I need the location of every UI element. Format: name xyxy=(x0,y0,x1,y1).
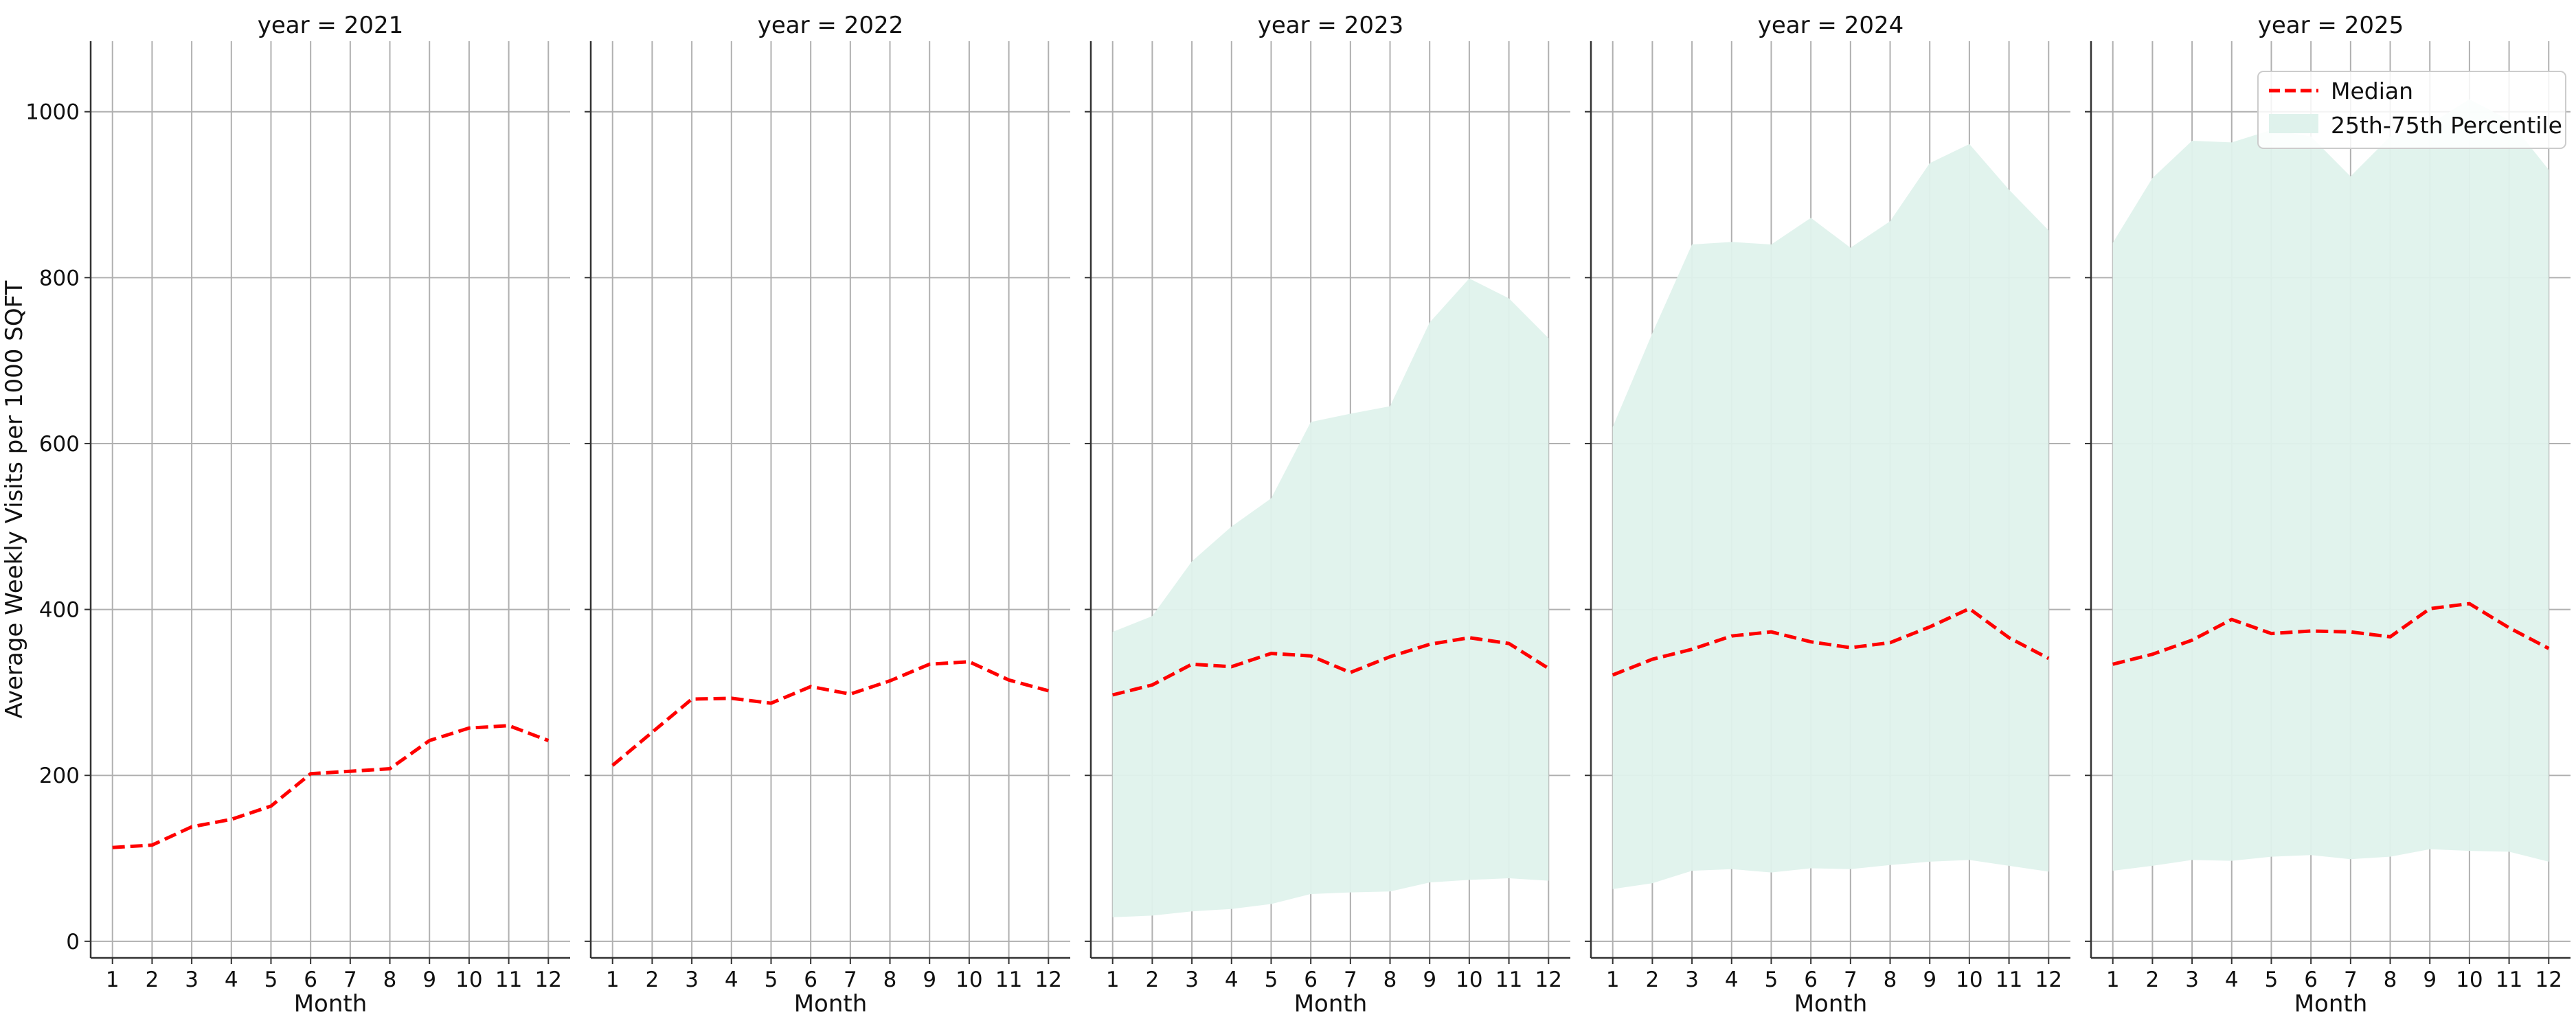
x-tick-label: 4 xyxy=(1225,968,1239,992)
x-tick-label: 12 xyxy=(535,968,562,992)
x-tick-label: 7 xyxy=(2344,968,2358,992)
percentile-band xyxy=(1612,144,2049,889)
y-tick-label: 800 xyxy=(39,266,80,290)
x-tick-label: 5 xyxy=(1265,968,1278,992)
x-tick-label: 7 xyxy=(1344,968,1357,992)
x-tick-label: 3 xyxy=(185,968,199,992)
y-axis-label: Average Weekly Visits per 1000 SQFT xyxy=(1,280,28,718)
x-tick-label: 9 xyxy=(923,968,936,992)
legend-box xyxy=(2257,71,2566,149)
median-line xyxy=(2112,602,2550,666)
x-tick-label: 4 xyxy=(1725,968,1739,992)
x-tick-label: 3 xyxy=(685,968,699,992)
x-tick-label: 10 xyxy=(455,968,482,992)
legend-band-label: 25th-75th Percentile xyxy=(2331,112,2562,139)
x-tick-label: 4 xyxy=(2225,968,2239,992)
x-tick-label: 12 xyxy=(2035,968,2062,992)
x-tick-label: 2 xyxy=(2146,968,2160,992)
panel-title: year = 2025 xyxy=(2258,12,2404,39)
x-tick-label: 11 xyxy=(2496,968,2522,992)
median-line xyxy=(611,660,1049,767)
percentile-band xyxy=(2112,99,2549,871)
x-tick-label: 7 xyxy=(343,968,357,992)
x-tick-label: 6 xyxy=(2304,968,2318,992)
x-tick-label: 11 xyxy=(495,968,522,992)
panel-title: year = 2021 xyxy=(258,12,403,39)
x-tick-label: 2 xyxy=(646,968,659,992)
x-tick-label: 6 xyxy=(1304,968,1318,992)
x-tick-label: 8 xyxy=(1884,968,1897,992)
x-tick-label: 10 xyxy=(956,968,982,992)
median-line xyxy=(112,724,550,849)
x-tick-label: 2 xyxy=(146,968,159,992)
panel-title: year = 2024 xyxy=(1758,12,1903,39)
x-tick-label: 10 xyxy=(1456,968,1482,992)
x-axis-label: Month xyxy=(294,990,368,1018)
x-tick-label: 2 xyxy=(1146,968,1160,992)
legend-median-label: Median xyxy=(2331,78,2413,104)
x-axis-label: Month xyxy=(2294,990,2368,1018)
x-tick-label: 8 xyxy=(1383,968,1397,992)
x-tick-label: 11 xyxy=(995,968,1022,992)
y-tick-label: 600 xyxy=(39,432,80,457)
x-tick-label: 1 xyxy=(1106,968,1120,992)
x-tick-label: 1 xyxy=(2106,968,2120,992)
x-axis-label: Month xyxy=(794,990,868,1018)
legend-band-swatch xyxy=(2269,114,2318,133)
x-tick-label: 10 xyxy=(2456,968,2483,992)
x-tick-label: 9 xyxy=(1423,968,1436,992)
x-tick-label: 9 xyxy=(422,968,436,992)
x-tick-label: 5 xyxy=(264,968,278,992)
x-tick-label: 6 xyxy=(304,968,317,992)
median-line xyxy=(1612,606,2050,677)
x-tick-label: 6 xyxy=(1804,968,1818,992)
x-tick-label: 5 xyxy=(765,968,778,992)
x-tick-label: 1 xyxy=(1606,968,1620,992)
y-tick-label: 400 xyxy=(39,598,80,623)
x-axis-label: Month xyxy=(1794,990,1868,1018)
x-tick-label: 9 xyxy=(2423,968,2437,992)
x-tick-label: 3 xyxy=(2185,968,2199,992)
x-tick-label: 1 xyxy=(606,968,620,992)
x-tick-label: 12 xyxy=(1035,968,1062,992)
x-tick-label: 8 xyxy=(883,968,897,992)
legend: Median 25th-75th Percentile xyxy=(2257,71,2566,149)
median-line xyxy=(1112,636,1550,697)
x-tick-label: 7 xyxy=(1844,968,1857,992)
x-axis-label: Month xyxy=(1294,990,1368,1018)
panel-title: year = 2022 xyxy=(758,12,903,39)
x-tick-label: 10 xyxy=(1956,968,1982,992)
panel-title: year = 2023 xyxy=(1258,12,1403,39)
x-tick-label: 2 xyxy=(1646,968,1660,992)
x-tick-label: 9 xyxy=(1923,968,1936,992)
x-tick-label: 11 xyxy=(1495,968,1522,992)
x-tick-label: 3 xyxy=(1685,968,1699,992)
x-tick-label: 8 xyxy=(383,968,397,992)
y-tick-label: 200 xyxy=(39,764,80,788)
x-tick-label: 8 xyxy=(2384,968,2397,992)
x-tick-label: 3 xyxy=(1185,968,1199,992)
x-tick-label: 4 xyxy=(225,968,238,992)
x-tick-label: 5 xyxy=(1765,968,1778,992)
y-tick-label: 1000 xyxy=(25,100,80,125)
x-tick-label: 1 xyxy=(106,968,120,992)
percentile-band xyxy=(1112,278,1549,917)
x-tick-label: 7 xyxy=(844,968,857,992)
x-tick-label: 5 xyxy=(2265,968,2279,992)
x-tick-label: 6 xyxy=(804,968,817,992)
y-tick-label: 0 xyxy=(66,930,80,954)
x-tick-label: 4 xyxy=(725,968,738,992)
x-tick-label: 12 xyxy=(2535,968,2562,992)
x-tick-label: 11 xyxy=(1996,968,2022,992)
x-tick-label: 12 xyxy=(1535,968,1562,992)
